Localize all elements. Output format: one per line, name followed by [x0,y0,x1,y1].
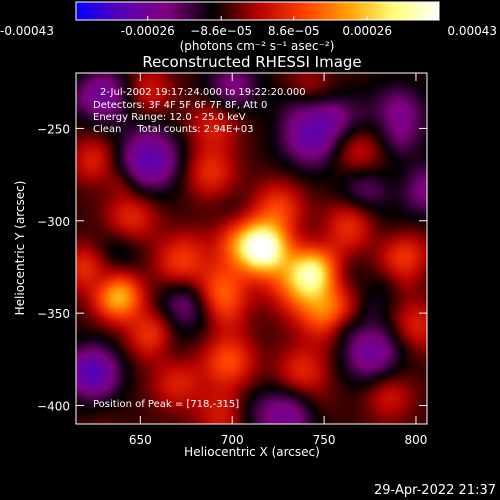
annotation-time-range: 2-Jul-2002 19:17:24.000 to 19:22:20.000 [100,87,306,98]
annotation-algorithm-counts: Clean Total counts: 2.94E+03 [93,124,253,135]
plot-area [75,72,428,425]
y-tick-label: −300 [37,215,70,229]
colorbar-gradient [75,1,440,21]
colorbar-tick-label: −8.6e−05 [190,24,252,38]
colorbar-units-label: (photons cm⁻² s⁻¹ asec⁻²) [180,39,335,53]
x-tick-label: 800 [405,433,428,447]
colorbar-tick-label: 8.6e−05 [268,24,320,38]
plot-frame [75,72,428,425]
y-axis: −250 −300 −350 −400 [37,122,427,414]
annotation-energy-range: Energy Range: 12.0 - 25.0 keV [93,112,246,123]
y-tick-label: −400 [37,400,70,414]
colorbar-tick-label: 0.00043 [447,24,497,38]
x-tick-label: 700 [221,433,244,447]
y-tick-label: −250 [37,122,70,136]
info-annotations: 2-Jul-2002 19:17:24.000 to 19:22:20.000 … [93,87,306,410]
chart-title: Reconstructed RHESSI Image [142,53,361,71]
x-tick-label: 650 [129,433,152,447]
y-axis-title: Heliocentric Y (arcsec) [13,181,27,316]
heatmap-image [76,73,427,424]
y-tick-label: −350 [37,307,70,321]
x-tick-label: 750 [313,433,336,447]
colorbar-tick-label: 0.00026 [342,24,392,38]
colorbar-tick-label: -0.00043 [0,24,54,38]
colorbar-ticks: -0.00043 -0.00026 −8.6e−05 8.6e−05 0.00026 0.… [0,16,497,38]
x-axis: 650 700 750 800 [129,73,428,447]
peak-position-label: Position of Peak = [718,-315] [93,399,239,410]
colorbar-tick-label: -0.00026 [121,24,175,38]
x-axis-title: Heliocentric X (arcsec) [184,445,320,459]
footer-timestamp: 29-Apr-2022 21:37 [374,483,496,498]
colorbar: -0.00043 -0.00026 −8.6e−05 8.6e−05 0.00026 0.… [0,1,497,53]
annotation-detectors: Detectors: 3F 4F 5F 6F 7F 8F, Att 0 [93,100,267,111]
